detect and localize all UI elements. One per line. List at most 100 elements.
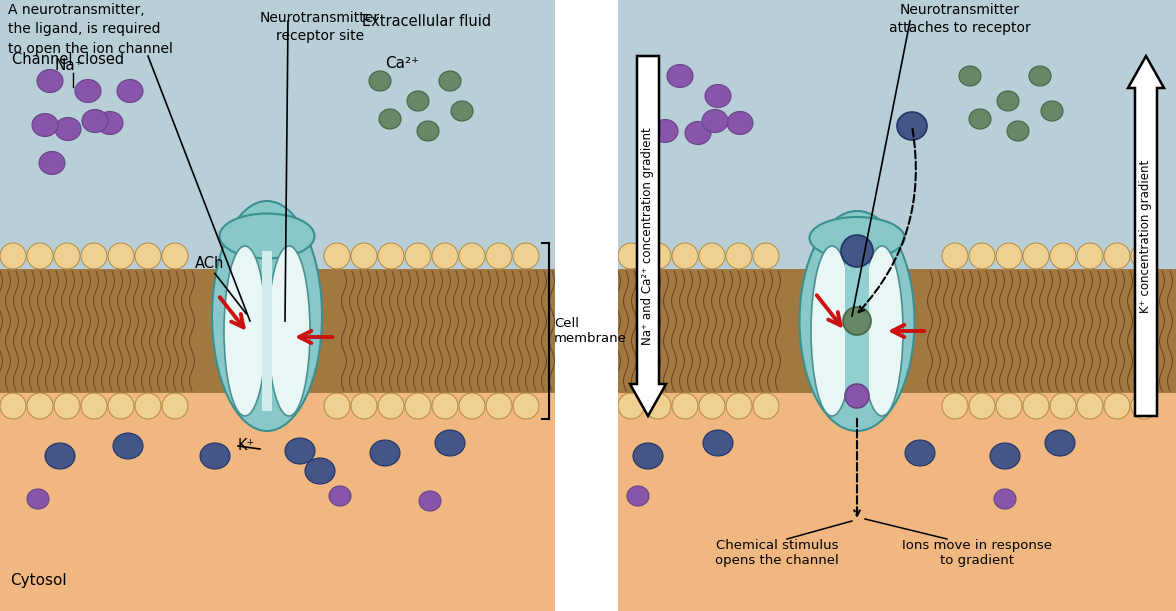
Circle shape <box>996 393 1022 419</box>
Circle shape <box>644 243 671 269</box>
Ellipse shape <box>268 246 310 416</box>
Text: Chemical stimulus
opens the channel: Chemical stimulus opens the channel <box>715 539 838 567</box>
Ellipse shape <box>39 152 65 175</box>
Circle shape <box>671 393 699 419</box>
Ellipse shape <box>220 213 314 258</box>
Ellipse shape <box>419 491 441 511</box>
Ellipse shape <box>55 117 81 141</box>
Circle shape <box>513 393 539 419</box>
Circle shape <box>671 243 699 269</box>
Text: Na⁺: Na⁺ <box>55 59 83 73</box>
Text: Extracellular fluid: Extracellular fluid <box>362 13 492 29</box>
Ellipse shape <box>27 489 49 509</box>
Text: Neurotransmitter
attaches to receptor: Neurotransmitter attaches to receptor <box>889 3 1031 35</box>
Bar <box>619 0 1176 269</box>
Circle shape <box>108 243 134 269</box>
Circle shape <box>699 243 724 269</box>
Text: Ca²⁺: Ca²⁺ <box>385 56 419 70</box>
Circle shape <box>846 384 869 408</box>
Circle shape <box>81 243 107 269</box>
Ellipse shape <box>906 440 935 466</box>
Ellipse shape <box>435 430 465 456</box>
Circle shape <box>81 393 107 419</box>
Circle shape <box>1131 393 1157 419</box>
Ellipse shape <box>116 79 143 103</box>
Ellipse shape <box>96 111 123 134</box>
Ellipse shape <box>1007 121 1029 141</box>
Circle shape <box>1050 393 1076 419</box>
Ellipse shape <box>702 109 728 133</box>
Ellipse shape <box>417 121 439 141</box>
Circle shape <box>459 243 485 269</box>
Circle shape <box>486 393 512 419</box>
Circle shape <box>108 393 134 419</box>
Circle shape <box>54 393 80 419</box>
Ellipse shape <box>113 433 143 459</box>
Ellipse shape <box>969 109 991 129</box>
Circle shape <box>432 393 457 419</box>
Ellipse shape <box>994 489 1016 509</box>
Ellipse shape <box>1029 66 1051 86</box>
Ellipse shape <box>1041 101 1063 121</box>
Circle shape <box>459 393 485 419</box>
Circle shape <box>726 393 751 419</box>
Ellipse shape <box>809 217 904 259</box>
Bar <box>619 393 1176 611</box>
Circle shape <box>432 243 457 269</box>
Circle shape <box>27 243 53 269</box>
Ellipse shape <box>75 79 101 103</box>
Circle shape <box>619 243 644 269</box>
Ellipse shape <box>329 486 350 506</box>
Text: A neurotransmitter,
the ligand, is required
to open the ion channel: A neurotransmitter, the ligand, is requi… <box>8 3 173 56</box>
Text: Ions move in response
to gradient: Ions move in response to gradient <box>902 539 1053 567</box>
Text: ACh: ACh <box>195 255 225 271</box>
Circle shape <box>27 393 53 419</box>
Circle shape <box>350 243 377 269</box>
Bar <box>262 251 272 411</box>
Text: Neurotransmitter
receptor site: Neurotransmitter receptor site <box>260 11 380 43</box>
Circle shape <box>644 393 671 419</box>
Circle shape <box>325 243 350 269</box>
Bar <box>555 0 619 611</box>
Ellipse shape <box>861 246 903 416</box>
Circle shape <box>843 307 871 335</box>
Circle shape <box>726 243 751 269</box>
Ellipse shape <box>305 458 335 484</box>
Ellipse shape <box>36 70 64 92</box>
Circle shape <box>942 393 968 419</box>
Ellipse shape <box>370 440 400 466</box>
Text: Channel closed: Channel closed <box>12 51 125 67</box>
Ellipse shape <box>667 65 693 87</box>
Ellipse shape <box>45 443 75 469</box>
Ellipse shape <box>990 443 1020 469</box>
Circle shape <box>1077 393 1103 419</box>
Circle shape <box>699 393 724 419</box>
Circle shape <box>513 243 539 269</box>
Circle shape <box>1023 393 1049 419</box>
FancyArrow shape <box>1128 56 1164 416</box>
Text: Cell
membrane: Cell membrane <box>554 317 627 345</box>
Circle shape <box>377 243 405 269</box>
Circle shape <box>969 393 995 419</box>
Circle shape <box>841 235 873 267</box>
Circle shape <box>486 243 512 269</box>
Ellipse shape <box>997 91 1018 111</box>
Bar <box>846 256 869 406</box>
Ellipse shape <box>811 246 853 416</box>
Text: K⁺ concentration gradient: K⁺ concentration gradient <box>1140 159 1152 313</box>
Circle shape <box>969 243 995 269</box>
Ellipse shape <box>1045 430 1075 456</box>
Circle shape <box>325 393 350 419</box>
Circle shape <box>377 393 405 419</box>
Ellipse shape <box>223 246 266 416</box>
Circle shape <box>1104 243 1130 269</box>
Text: Cytosol: Cytosol <box>11 574 67 588</box>
Bar <box>0 0 555 269</box>
Ellipse shape <box>684 122 711 144</box>
Circle shape <box>135 393 161 419</box>
Circle shape <box>350 393 377 419</box>
Bar <box>0 269 555 393</box>
Text: K⁺: K⁺ <box>238 439 255 453</box>
Bar <box>0 393 555 611</box>
Ellipse shape <box>897 112 927 140</box>
